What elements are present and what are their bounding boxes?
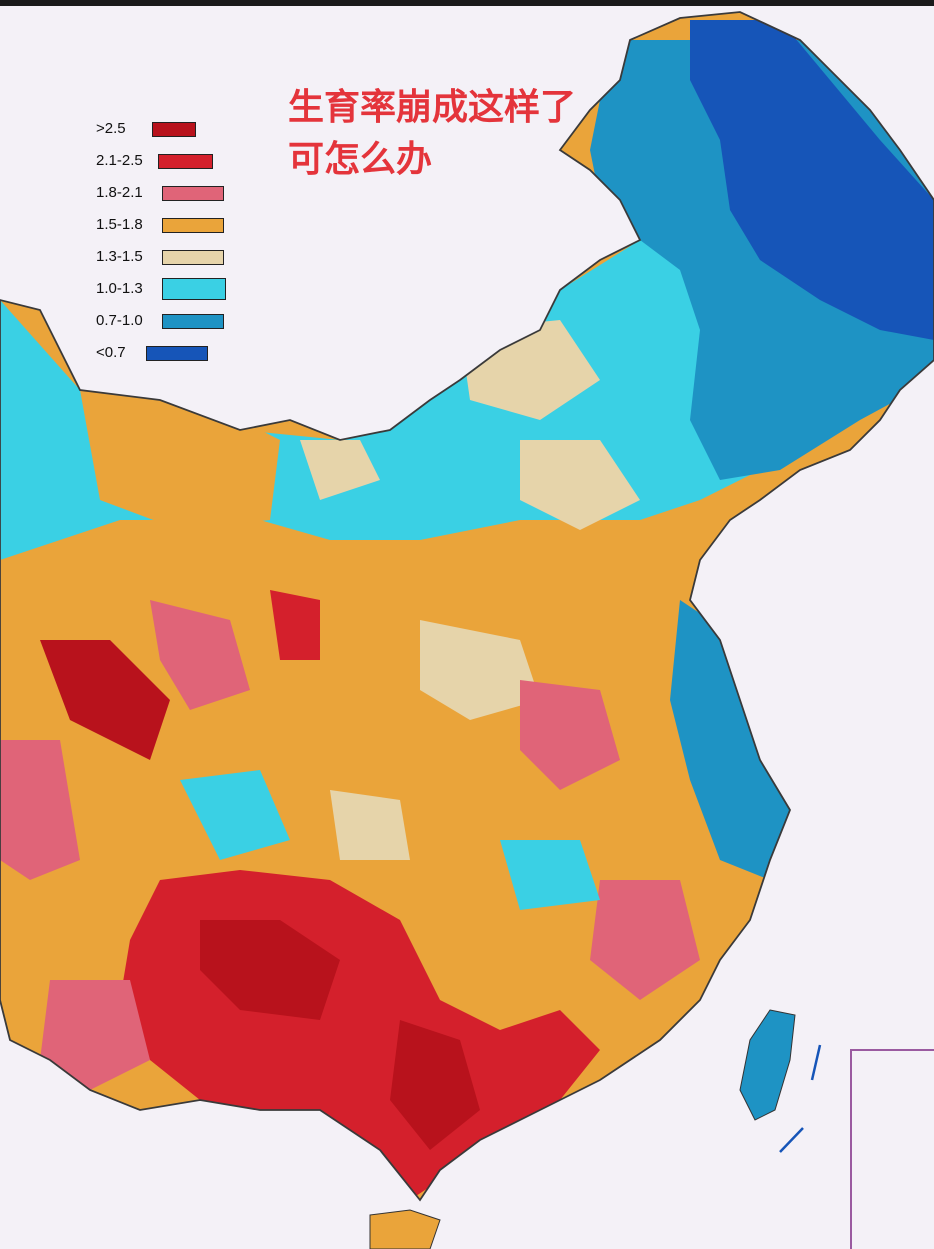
taiwan-island — [739, 1009, 796, 1121]
legend-swatch — [146, 346, 208, 361]
legend-swatch — [152, 122, 196, 137]
legend-label: 1.3-1.5 — [96, 248, 143, 265]
legend-item: >2.5 — [96, 118, 236, 150]
top-edge-strip — [0, 0, 934, 6]
headline-line-2: 可怎么办 — [288, 139, 433, 181]
legend-item: 0.7-1.0 — [96, 310, 236, 342]
legend-item: 1.0-1.3 — [96, 278, 236, 310]
south-china-sea-inset — [850, 1049, 934, 1249]
legend: >2.5 2.1-2.5 1.8-2.1 1.5-1.8 1.3-1.5 1.0… — [96, 118, 236, 374]
legend-item: <0.7 — [96, 342, 236, 374]
legend-label: 1.5-1.8 — [96, 216, 143, 233]
legend-label: <0.7 — [96, 344, 126, 361]
legend-label: 1.8-2.1 — [96, 184, 143, 201]
region-east-coast — [670, 600, 800, 880]
legend-item: 1.8-2.1 — [96, 182, 236, 214]
legend-swatch — [162, 278, 226, 300]
headline-line-1: 生育率崩成这样了 — [288, 87, 577, 128]
legend-label: 2.1-2.5 — [96, 152, 143, 169]
legend-item: 2.1-2.5 — [96, 150, 236, 182]
headline: 生育率崩成这样了 可怎么办 — [288, 82, 576, 186]
legend-label: >2.5 — [96, 120, 126, 137]
legend-swatch — [162, 314, 224, 329]
legend-swatch — [162, 186, 224, 201]
legend-swatch — [162, 250, 224, 265]
legend-item: 1.3-1.5 — [96, 246, 236, 278]
legend-item: 1.5-1.8 — [96, 214, 236, 246]
legend-swatch — [158, 154, 213, 169]
hainan-island — [369, 1209, 441, 1249]
legend-label: 1.0-1.3 — [96, 280, 143, 297]
legend-label: 0.7-1.0 — [96, 312, 143, 329]
legend-swatch — [162, 218, 224, 233]
